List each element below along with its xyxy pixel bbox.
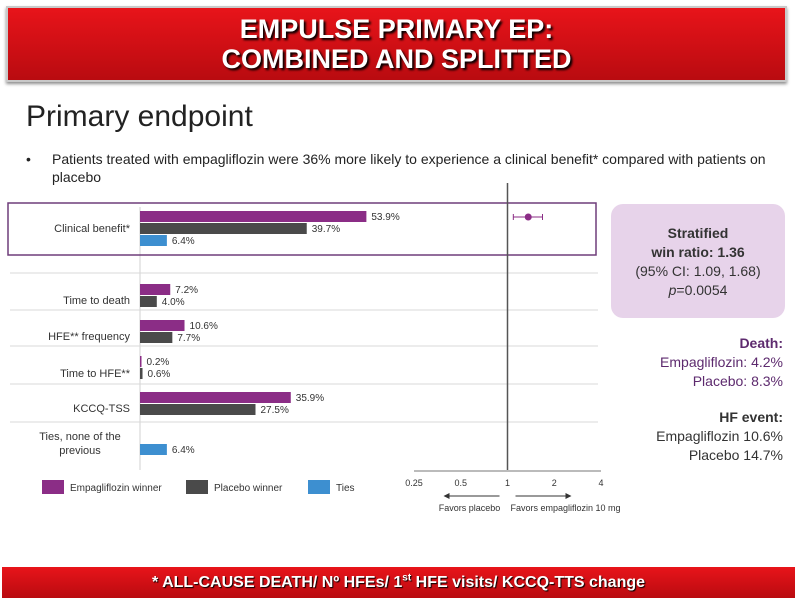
hf-event-empa: Empagliflozin 10.6% xyxy=(656,428,783,444)
slide-title: Primary endpoint xyxy=(26,100,253,133)
death-placebo: Placebo: 8.3% xyxy=(692,373,783,389)
data-label: 53.9% xyxy=(371,212,399,223)
bar-ties xyxy=(140,444,167,455)
favors-placebo-label: Favors placebo xyxy=(439,503,501,513)
death-empa: Empagliflozin: 4.2% xyxy=(660,354,783,370)
forest-tick-label: 0.5 xyxy=(454,478,467,488)
forest-tick-label: 2 xyxy=(552,478,557,488)
footer-banner: * ALL-CAUSE DEATH/ Nº HFEs/ 1st HFE visi… xyxy=(2,567,795,598)
data-label: 6.4% xyxy=(172,445,195,456)
category-label: Time to death xyxy=(63,295,130,307)
legend-swatch xyxy=(186,480,208,494)
category-label: Time to HFE** xyxy=(60,368,131,380)
win-ratio-line1: Stratified xyxy=(667,225,729,241)
bar-empagliflozin-winner xyxy=(140,392,291,403)
clinical-benefit-highlight xyxy=(7,202,597,256)
bullet-text: Patients treated with empagliflozin were… xyxy=(52,151,766,185)
favors-placebo-arrowhead xyxy=(443,493,450,499)
category-label: KCCQ-TSS xyxy=(73,403,130,415)
data-label: 0.6% xyxy=(148,369,171,380)
data-label: 39.7% xyxy=(312,224,340,235)
bar-placebo-winner xyxy=(140,404,256,415)
hf-event-heading: HF event: xyxy=(719,409,783,425)
win-ratio-line2: win ratio: 1.36 xyxy=(651,244,745,260)
category-label: Ties, none of the previous xyxy=(39,431,121,457)
forest-tick-label: 4 xyxy=(598,478,603,488)
win-ratio-p: p=0.0054 xyxy=(611,281,785,300)
banner-title-line1: EMPULSE PRIMARY EP: xyxy=(239,14,554,44)
data-label: 35.9% xyxy=(296,393,324,404)
favors-empa-label: Favors empagliflozin 10 mg xyxy=(510,503,620,513)
legend-label: Ties xyxy=(336,483,355,494)
p-label: p xyxy=(668,282,677,298)
legend-label: Empagliflozin winner xyxy=(70,483,162,494)
bar-placebo-winner xyxy=(140,223,307,234)
legend-swatch xyxy=(308,480,330,494)
bar-chart: Clinical benefit* Time to death HFE** freq… xyxy=(7,202,598,470)
bar-empagliflozin-winner xyxy=(140,320,185,331)
hf-event-placebo: Placebo 14.7% xyxy=(688,447,783,463)
bar-placebo-winner xyxy=(140,332,173,343)
footer-text-pre: * ALL-CAUSE DEATH/ Nº HFEs/ 1 xyxy=(151,574,403,591)
death-summary: Death: Empagliflozin: 4.2% Placebo: 8.3% xyxy=(660,334,783,391)
win-ratio-box: Stratified win ratio: 1.36 (95% CI: 1.09… xyxy=(611,204,785,318)
category-label: HFE** frequency xyxy=(48,331,130,343)
footer-sup: st xyxy=(402,572,412,584)
win-ratio-ci: (95% CI: 1.09, 1.68) xyxy=(635,263,761,279)
footer-text-post: HFE visits/ KCCQ-TTS change xyxy=(411,574,646,591)
chart-legend: Empagliflozin winner Placebo winner Ties xyxy=(42,480,355,494)
data-label: 27.5% xyxy=(261,405,289,416)
data-label: 0.2% xyxy=(147,357,170,368)
bullet-marker: • xyxy=(26,151,31,167)
bar-empagliflozin-winner xyxy=(140,284,171,295)
legend-swatch xyxy=(42,480,64,494)
forest-tick-label: 0.25 xyxy=(405,478,423,488)
win-ratio-point xyxy=(524,213,532,221)
forest-plot: 0.25 0.5 1 2 4 Favors placebo Favors empaglifl… xyxy=(405,183,621,513)
favors-empa-arrowhead xyxy=(565,493,572,499)
bar-empagliflozin-winner xyxy=(140,356,142,367)
data-label: 7.7% xyxy=(177,333,200,344)
data-label: 4.0% xyxy=(162,297,185,308)
bar-placebo-winner xyxy=(140,368,143,379)
data-label: 7.2% xyxy=(175,285,198,296)
data-label: 6.4% xyxy=(172,236,195,247)
hf-event-summary: HF event: Empagliflozin 10.6% Placebo 14… xyxy=(656,408,783,465)
p-value: =0.0054 xyxy=(676,282,728,298)
title-banner: EMPULSE PRIMARY EP: COMBINED AND SPLITTE… xyxy=(6,6,787,82)
data-label: 10.6% xyxy=(190,321,218,332)
category-label: Clinical benefit* xyxy=(54,223,131,235)
bar-placebo-winner xyxy=(140,296,157,307)
bar-empagliflozin-winner xyxy=(140,211,367,222)
death-heading: Death: xyxy=(739,335,783,351)
banner-title-line2: COMBINED AND SPLITTED xyxy=(221,44,572,74)
bar-ties xyxy=(140,235,167,246)
legend-label: Placebo winner xyxy=(214,483,283,494)
forest-tick-label: 1 xyxy=(505,478,510,488)
